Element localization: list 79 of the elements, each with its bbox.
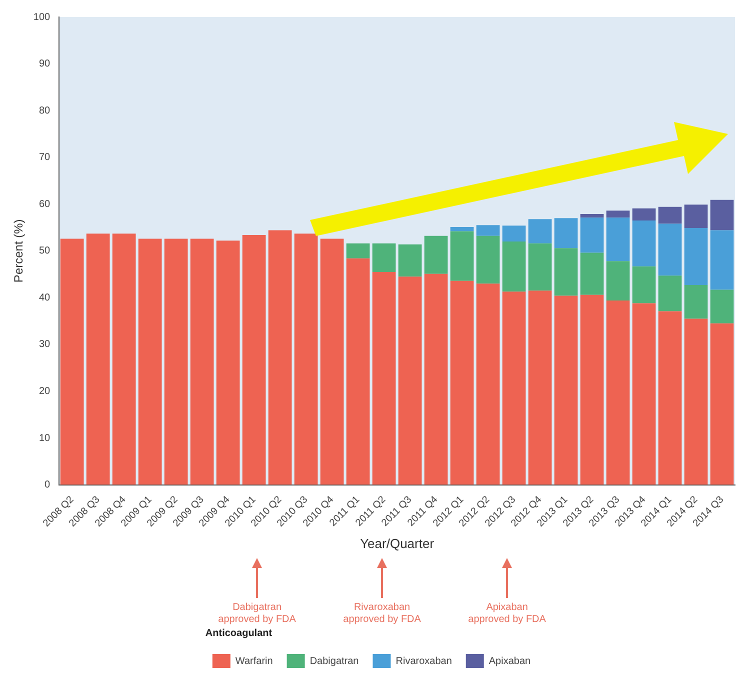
bar [268, 230, 292, 485]
bar [424, 236, 448, 274]
bar [658, 206, 682, 224]
y-axis-title: Percent (%) [12, 219, 26, 283]
y-tick-label: 50 [38, 246, 51, 257]
bar [658, 224, 682, 276]
bar [476, 284, 500, 485]
bar [528, 243, 552, 291]
y-tick-label: 60 [38, 198, 51, 210]
bar [450, 231, 474, 281]
bar [554, 218, 578, 248]
bar [606, 300, 630, 485]
legend-label: Warfarin [235, 656, 273, 667]
text: Rivaroxaban approved by FDA [343, 602, 422, 625]
bar [554, 248, 578, 296]
bar [606, 210, 630, 218]
legend-label: Rivaroxaban [396, 656, 452, 667]
bar [502, 226, 526, 242]
y-tick-label: 30 [38, 339, 51, 350]
y-tick-label: 40 [38, 292, 51, 304]
legend-label: Apixaban [488, 656, 531, 667]
bar [450, 280, 474, 485]
bar [710, 290, 734, 324]
bar [502, 292, 526, 485]
y-tick-label: 100 [33, 12, 51, 23]
bar [684, 204, 708, 228]
bar [476, 236, 500, 284]
bar [398, 244, 422, 277]
bar [502, 242, 526, 292]
bar [372, 243, 396, 272]
text: Dabigatran approved by FDA [218, 602, 296, 625]
bar [710, 230, 734, 290]
bar [658, 276, 682, 312]
legend-label: Dabigatran [310, 656, 359, 667]
bar [450, 227, 474, 232]
bar [346, 258, 370, 485]
bar [606, 261, 630, 300]
y-tick-label: 20 [38, 386, 51, 397]
bar [580, 218, 604, 253]
y-tick-label: 90 [38, 58, 51, 70]
text: Apixaban approved by FDA [468, 602, 546, 625]
bar [112, 234, 136, 485]
bar [60, 238, 84, 485]
legend-title: Anticoagulant [205, 628, 273, 639]
bar [684, 228, 708, 286]
bar [632, 208, 656, 220]
bar [632, 303, 656, 485]
y-tick-label: 70 [38, 152, 51, 164]
y-tick-label: 80 [38, 105, 51, 116]
bar [164, 238, 188, 485]
bar [138, 238, 162, 485]
bar [606, 218, 630, 262]
bar [580, 214, 604, 218]
bar [632, 220, 656, 266]
bar [86, 234, 110, 485]
bar [476, 225, 500, 236]
bar [294, 234, 318, 485]
bar [346, 243, 370, 258]
bar [242, 234, 266, 485]
x-axis-title: Year/Quarter [360, 536, 435, 551]
y-tick-label: 10 [38, 432, 51, 444]
bar [528, 290, 552, 485]
bar [424, 274, 448, 485]
bar [710, 200, 734, 230]
y-tick-label: 0 [44, 480, 51, 491]
bar [320, 238, 344, 485]
bar [684, 318, 708, 485]
bar [710, 323, 734, 485]
bar [372, 272, 396, 485]
bar [580, 294, 604, 485]
bar [190, 238, 214, 485]
bar [658, 311, 682, 485]
bar [580, 252, 604, 295]
bar [632, 266, 656, 304]
bar [554, 296, 578, 485]
bar [216, 240, 240, 485]
bar [684, 285, 708, 319]
bar [528, 219, 552, 244]
bar [398, 276, 422, 485]
